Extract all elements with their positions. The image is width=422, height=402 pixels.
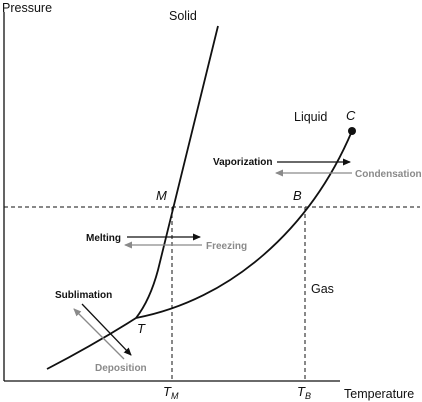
x-axis-label: Temperature — [344, 387, 414, 401]
solid-region-label: Solid — [169, 9, 197, 23]
vaporization-label: Vaporization — [213, 157, 272, 168]
melting-point-label: M — [156, 188, 167, 203]
sublimation-arrow — [81, 303, 132, 356]
sublimation-label: Sublimation — [55, 290, 112, 301]
melting-label: Melting — [86, 233, 121, 244]
deposition-label: Deposition — [95, 363, 147, 374]
sublimation-curve — [46, 317, 137, 370]
critical-point-dot — [348, 127, 356, 135]
liquid-region-label: Liquid — [294, 110, 327, 124]
boiling-point-label: B — [293, 188, 302, 203]
freezing-label: Freezing — [206, 241, 247, 252]
gas-region-label: Gas — [311, 282, 334, 296]
vaporization-curve — [135, 130, 353, 319]
deposition-arrow — [73, 308, 125, 360]
tm-tick-label: TM — [163, 384, 179, 401]
condensation-label: Condensation — [355, 169, 422, 180]
triple-point-label: T — [137, 321, 146, 336]
y-axis-label: Pressure — [2, 1, 52, 15]
critical-point-label: C — [346, 108, 356, 123]
tb-tick-label: TB — [297, 384, 311, 401]
melting-curve — [135, 25, 219, 319]
